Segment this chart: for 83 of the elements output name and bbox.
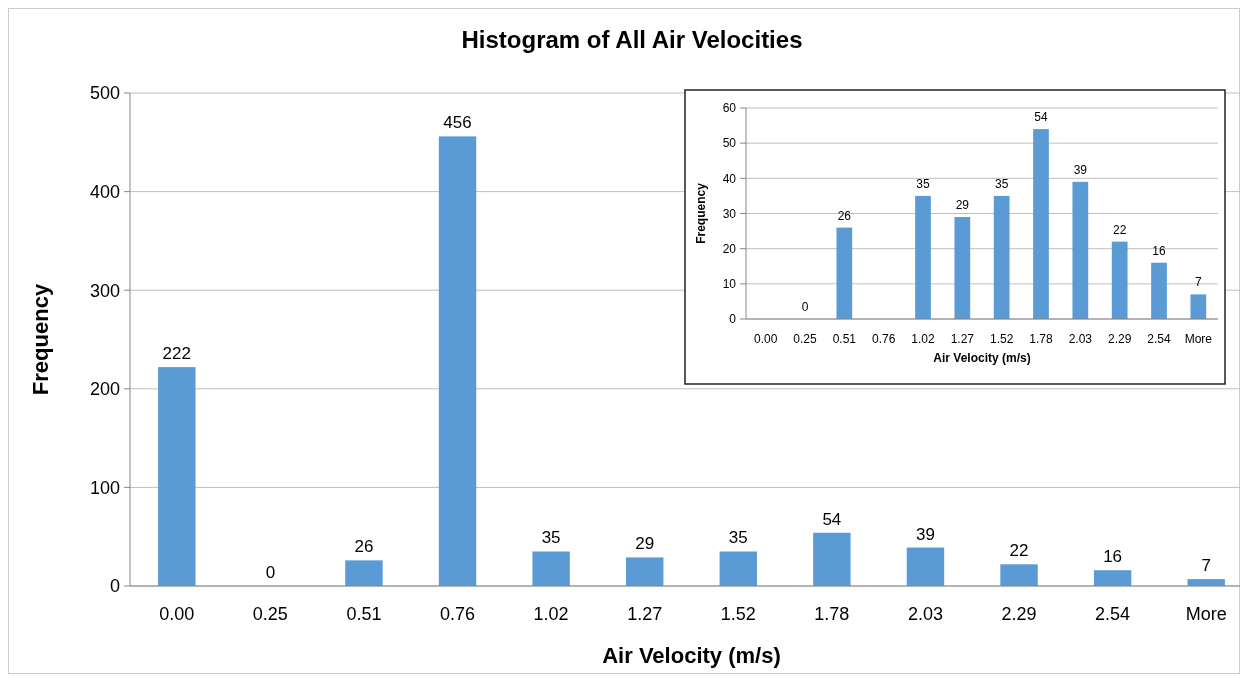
x-tick-label: 2.54 <box>1147 332 1171 346</box>
bar <box>954 217 971 319</box>
data-label: 35 <box>728 528 748 548</box>
data-label: 35 <box>994 176 1009 191</box>
bar <box>1190 294 1207 319</box>
bar <box>836 227 853 319</box>
bar <box>1093 570 1132 586</box>
data-label: 29 <box>955 198 970 213</box>
bar <box>993 195 1010 319</box>
bar <box>345 560 383 586</box>
y-axis-title: Frequency <box>694 182 708 244</box>
data-label: 456 <box>443 113 472 133</box>
y-tick-label: 100 <box>89 477 120 498</box>
y-tick-label: 500 <box>89 83 120 104</box>
x-tick-label: 0.00 <box>159 604 195 624</box>
x-tick-label: 2.03 <box>1068 332 1093 346</box>
y-tick-label: 50 <box>722 136 737 151</box>
x-tick-label: 1.02 <box>911 332 935 346</box>
data-label: 35 <box>541 528 561 548</box>
x-tick-label: 1.78 <box>814 604 850 624</box>
bar <box>1072 181 1089 319</box>
x-tick-label: 0.00 <box>753 332 778 346</box>
x-axis-title: Air Velocity (m/s) <box>602 643 781 668</box>
data-label: 16 <box>1103 547 1123 567</box>
x-tick-label: 0.76 <box>871 332 896 346</box>
data-label: 39 <box>1073 162 1088 177</box>
x-tick-label: 2.03 <box>907 604 943 624</box>
bar <box>1000 564 1038 586</box>
data-label: 26 <box>354 537 374 557</box>
chart-title: Histogram of All Air Velocities <box>461 26 803 53</box>
data-label: 222 <box>162 344 191 364</box>
x-tick-label: 2.54 <box>1095 604 1131 624</box>
x-tick-label: 1.52 <box>720 604 756 624</box>
data-label: 0 <box>265 563 276 582</box>
y-tick-label: 0 <box>729 312 737 327</box>
data-label: 0 <box>801 300 809 314</box>
bar <box>915 195 931 319</box>
bar <box>438 136 477 586</box>
x-tick-label: 0.76 <box>440 604 476 624</box>
x-tick-label: More <box>1185 604 1227 624</box>
x-tick-label: 1.02 <box>533 604 569 624</box>
x-tick-label: 0.51 <box>346 604 382 624</box>
x-tick-label: 0.51 <box>832 332 857 346</box>
bar <box>1151 262 1167 319</box>
y-tick-label: 20 <box>722 241 737 256</box>
data-label: 54 <box>822 509 842 529</box>
y-tick-label: 400 <box>89 181 120 202</box>
bar <box>532 551 570 586</box>
y-tick-label: 60 <box>722 101 737 116</box>
data-label: 22 <box>1009 541 1029 561</box>
bar <box>813 532 851 586</box>
x-tick-label: 2.29 <box>1107 332 1132 346</box>
bar <box>625 557 664 586</box>
y-tick-label: 0 <box>109 576 120 597</box>
x-tick-label: 0.25 <box>793 332 817 346</box>
y-tick-label: 40 <box>722 171 737 186</box>
bar <box>906 547 945 586</box>
data-label: 39 <box>916 524 935 544</box>
data-label: 26 <box>837 208 852 223</box>
y-tick-label: 10 <box>722 277 737 292</box>
x-axis-title: Air Velocity (m/s) <box>933 351 1031 365</box>
bar <box>719 551 758 586</box>
x-tick-label: 2.29 <box>1001 604 1037 624</box>
x-tick-label: 1.27 <box>627 604 663 624</box>
data-label: 16 <box>1152 243 1166 258</box>
data-label: 54 <box>1034 110 1048 125</box>
x-tick-label: 1.52 <box>989 332 1014 346</box>
data-label: 35 <box>916 176 930 191</box>
data-label: 7 <box>1194 275 1202 290</box>
data-label: 7 <box>1201 556 1211 576</box>
bar <box>1111 241 1128 319</box>
x-tick-label: More <box>1184 332 1213 346</box>
x-tick-label: 1.27 <box>950 332 975 346</box>
bar <box>158 367 196 586</box>
x-tick-label: 1.78 <box>1029 332 1053 346</box>
x-tick-label: 0.25 <box>252 604 288 624</box>
y-tick-label: 30 <box>722 206 737 221</box>
data-label: 22 <box>1112 222 1127 237</box>
bar <box>1033 129 1049 319</box>
y-axis-title: Frequency <box>28 283 53 396</box>
y-tick-label: 200 <box>89 379 120 400</box>
data-label: 29 <box>635 534 655 554</box>
y-tick-label: 300 <box>89 280 120 301</box>
